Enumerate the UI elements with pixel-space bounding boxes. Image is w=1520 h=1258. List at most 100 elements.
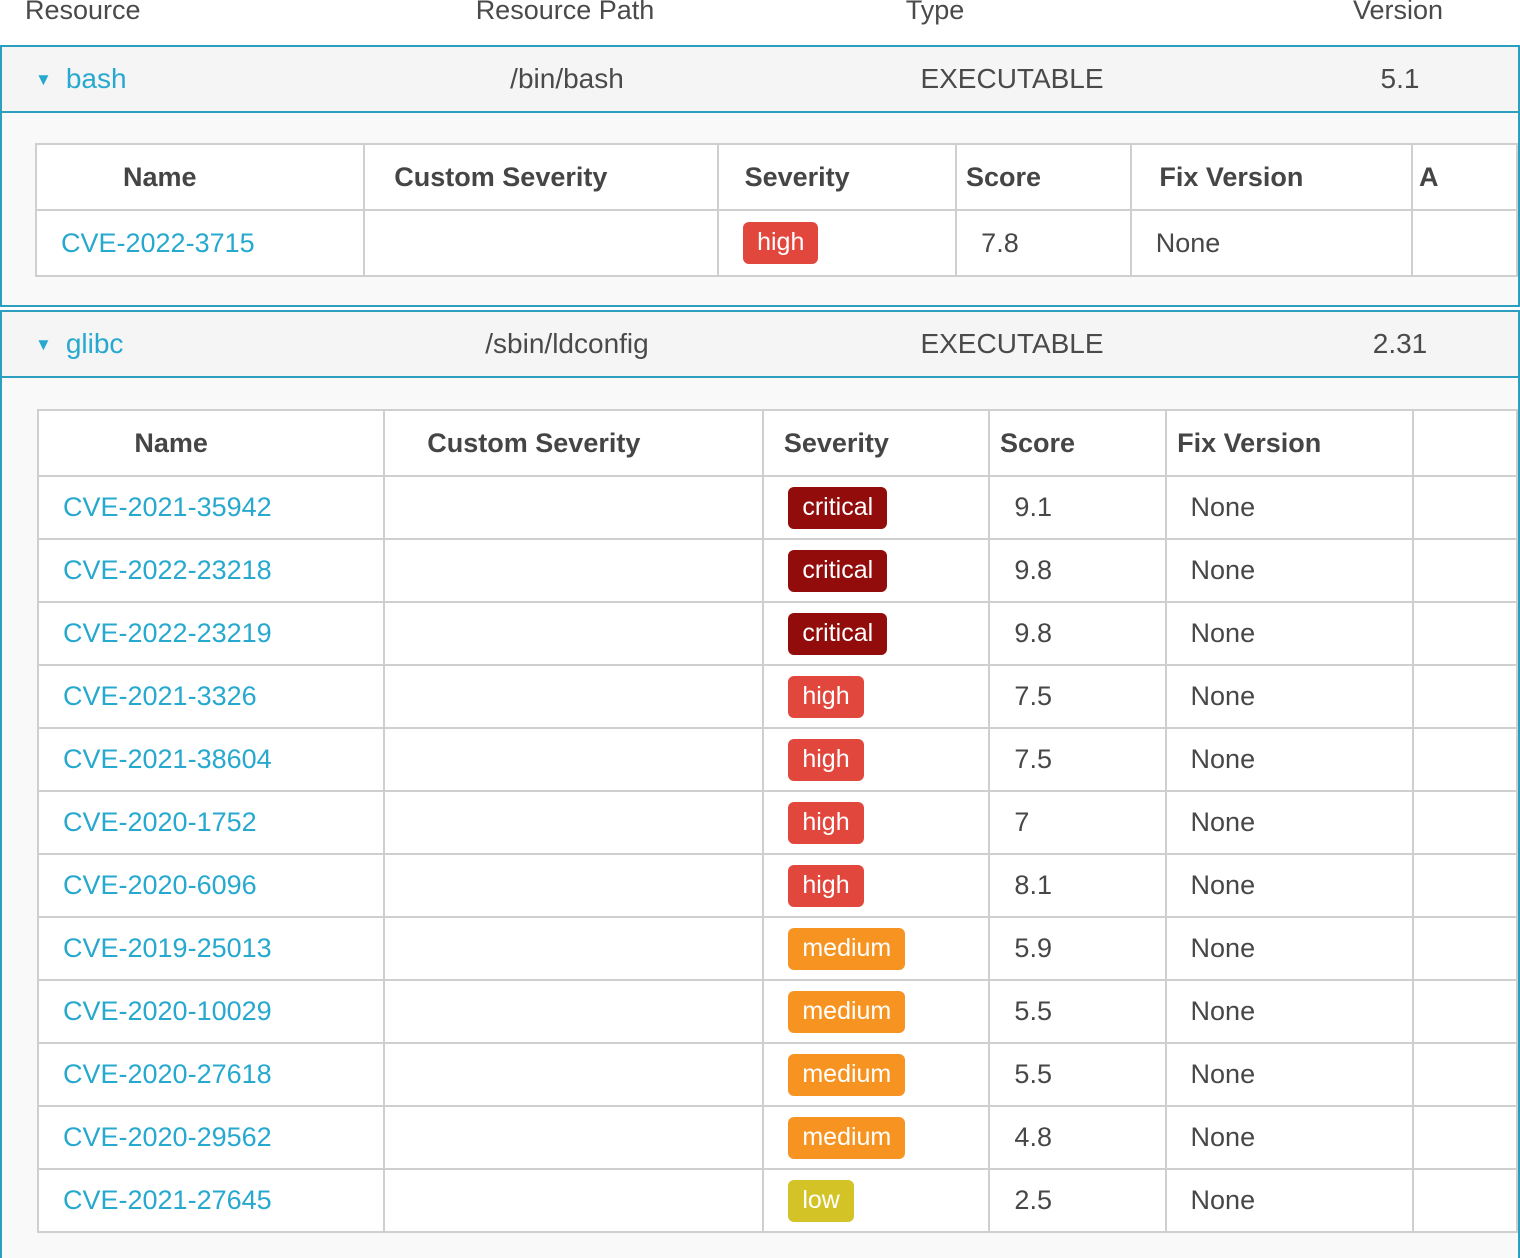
expanded-vulnerabilities-glibc: Name Custom Severity Severity Score Fix …	[2, 378, 1519, 1258]
severity-badge: high	[788, 801, 864, 844]
clipped-cell	[1411, 1042, 1519, 1107]
score-cell: 4.8	[988, 1105, 1167, 1170]
table-row: CVE-2022-23218 critical 9.8 None	[36, 538, 1519, 603]
custom-severity-cell	[383, 1105, 765, 1170]
fix-version-cell: None	[1164, 916, 1414, 981]
clipped-cell	[1411, 538, 1519, 603]
table-row: CVE-2020-27618 medium 5.5 None	[36, 1042, 1519, 1107]
cve-link[interactable]: CVE-2019-25013	[63, 933, 272, 963]
cve-link[interactable]: CVE-2021-38604	[63, 744, 272, 774]
column-header-fix-version: Fix Version	[1164, 409, 1414, 477]
fix-version-cell: None	[1164, 790, 1414, 855]
table-header-row: Name Custom Severity Severity Score Fix …	[35, 143, 1518, 211]
cve-link[interactable]: CVE-2022-23218	[63, 555, 272, 585]
vulnerability-table-bash: Name Custom Severity Severity Score Fix …	[35, 143, 1518, 277]
resource-row-bash[interactable]: ▼ bash /bin/bash EXECUTABLE 5.1	[2, 47, 1518, 113]
score-cell: 7.5	[988, 664, 1167, 729]
custom-severity-cell	[383, 475, 765, 540]
resource-type: EXECUTABLE	[920, 328, 1104, 359]
table-row: CVE-2021-3326 high 7.5 None	[36, 664, 1519, 729]
collapse-triangle-icon[interactable]: ▼	[35, 69, 52, 89]
column-header-score: Score	[955, 143, 1132, 211]
column-header-score: Score	[988, 409, 1167, 477]
custom-severity-cell	[362, 209, 720, 277]
severity-badge: high	[743, 222, 819, 264]
cve-link[interactable]: CVE-2020-1752	[63, 807, 257, 837]
clipped-cell	[1411, 475, 1519, 540]
fix-version-cell: None	[1164, 979, 1414, 1044]
fix-version-cell: None	[1129, 209, 1414, 277]
expanded-vulnerabilities-bash: Name Custom Severity Severity Score Fix …	[2, 113, 1518, 305]
column-header-resource: Resource	[25, 0, 141, 25]
resource-group-glibc: ▼ glibc /sbin/ldconfig EXECUTABLE 2.31 N…	[0, 310, 1520, 1258]
severity-badge: high	[788, 738, 864, 781]
cve-link[interactable]: CVE-2020-10029	[63, 996, 272, 1026]
table-row: CVE-2022-23219 critical 9.8 None	[36, 601, 1519, 666]
fix-version-cell: None	[1164, 664, 1414, 729]
resource-row-glibc[interactable]: ▼ glibc /sbin/ldconfig EXECUTABLE 2.31	[2, 312, 1518, 378]
cve-link[interactable]: CVE-2020-6096	[63, 870, 257, 900]
score-cell: 5.5	[988, 979, 1167, 1044]
cve-link[interactable]: CVE-2021-35942	[63, 492, 272, 522]
score-cell: 2.5	[988, 1168, 1167, 1233]
custom-severity-cell	[383, 538, 765, 603]
resource-group-bash: ▼ bash /bin/bash EXECUTABLE 5.1 Name Cus…	[0, 45, 1520, 307]
table-row: CVE-2020-29562 medium 4.8 None	[36, 1105, 1519, 1170]
column-header-resource-path: Resource Path	[475, 0, 655, 25]
cve-link[interactable]: CVE-2022-3715	[61, 227, 255, 258]
severity-badge: medium	[788, 927, 906, 970]
score-cell: 5.5	[988, 1042, 1167, 1107]
custom-severity-cell	[383, 916, 765, 981]
clipped-cell	[1411, 979, 1519, 1044]
score-cell: 7.8	[955, 209, 1132, 277]
table-row: CVE-2021-38604 high 7.5 None	[36, 727, 1519, 792]
column-header-custom-severity: Custom Severity	[362, 143, 720, 211]
fix-version-cell: None	[1164, 475, 1414, 540]
fix-version-cell: None	[1164, 853, 1414, 918]
severity-badge: high	[788, 864, 864, 907]
severity-badge: critical	[788, 549, 888, 592]
severity-badge: high	[788, 675, 864, 718]
table-row: CVE-2020-1752 high 7 None	[36, 790, 1519, 855]
clipped-cell	[1411, 790, 1519, 855]
clipped-cell	[1411, 601, 1519, 666]
column-header-severity: Severity	[717, 143, 958, 211]
custom-severity-cell	[383, 1042, 765, 1107]
cve-link[interactable]: CVE-2020-29562	[63, 1122, 272, 1152]
cve-link[interactable]: CVE-2021-27645	[63, 1185, 272, 1215]
table-row: CVE-2019-25013 medium 5.9 None	[36, 916, 1519, 981]
resource-name-link[interactable]: glibc	[65, 328, 124, 359]
custom-severity-cell	[383, 979, 765, 1044]
table-header-row: Name Custom Severity Severity Score Fix …	[36, 409, 1519, 477]
clipped-cell	[1411, 727, 1519, 792]
score-cell: 7	[988, 790, 1167, 855]
resource-version: 5.1	[1380, 63, 1420, 94]
clipped-cell	[1411, 853, 1519, 918]
fix-version-cell: None	[1164, 601, 1414, 666]
resource-path: /bin/bash	[510, 63, 624, 94]
clipped-cell	[1411, 209, 1518, 277]
column-header-fix-version: Fix Version	[1129, 143, 1414, 211]
table-row: CVE-2020-10029 medium 5.5 None	[36, 979, 1519, 1044]
resource-name-link[interactable]: bash	[65, 63, 127, 94]
column-header-clipped: A	[1411, 143, 1518, 211]
resource-type: EXECUTABLE	[920, 63, 1104, 94]
severity-badge: medium	[788, 1053, 906, 1096]
collapse-triangle-icon[interactable]: ▼	[35, 334, 52, 354]
column-header-type: Type	[905, 0, 965, 25]
score-cell: 7.5	[988, 727, 1167, 792]
cve-link[interactable]: CVE-2020-27618	[63, 1059, 272, 1089]
score-cell: 5.9	[988, 916, 1167, 981]
cve-link[interactable]: CVE-2021-3326	[63, 681, 257, 711]
cve-link[interactable]: CVE-2022-23219	[63, 618, 272, 648]
fix-version-cell: None	[1164, 538, 1414, 603]
clipped-cell	[1411, 1105, 1519, 1170]
vulnerability-table-glibc: Name Custom Severity Severity Score Fix …	[36, 409, 1519, 1233]
fix-version-cell: None	[1164, 1168, 1414, 1233]
custom-severity-cell	[383, 601, 765, 666]
custom-severity-cell	[383, 853, 765, 918]
column-header-version: Version	[1352, 0, 1444, 25]
column-header-name: Name	[35, 143, 365, 211]
score-cell: 9.1	[988, 475, 1167, 540]
resource-path: /sbin/ldconfig	[485, 328, 649, 359]
